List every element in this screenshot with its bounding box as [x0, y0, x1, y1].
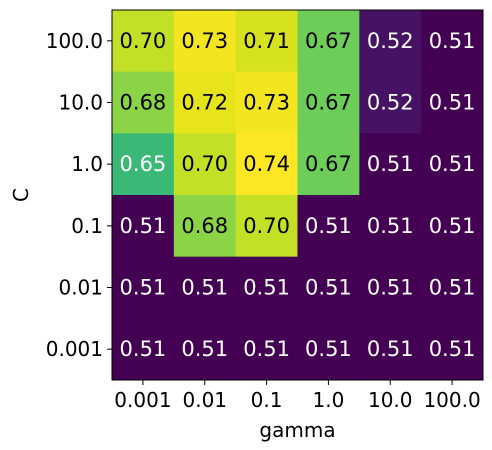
- heatmap-cell-label: 0.51: [181, 276, 228, 300]
- x-tick-label: 100.0: [423, 388, 480, 412]
- heatmap-cell-label: 0.68: [181, 214, 228, 238]
- y-tick-label: 100.0: [46, 29, 103, 53]
- heatmap-cell: [173, 256, 237, 319]
- heatmap-cell: [112, 318, 175, 381]
- heatmap-cell: [173, 10, 237, 73]
- heatmap-cell: [297, 71, 360, 134]
- heatmap-cell-label: 0.51: [429, 276, 476, 300]
- heatmap-cell: [112, 10, 175, 73]
- heatmap-cell: [359, 133, 422, 196]
- heatmap-cell: [173, 318, 237, 381]
- heatmap-cell: [359, 256, 422, 319]
- heatmap-cell: [112, 71, 175, 134]
- x-tick-label: 1.0: [313, 388, 345, 412]
- heatmap-cell-label: 0.51: [367, 276, 414, 300]
- heatmap-cell-label: 0.51: [120, 214, 167, 238]
- heatmap-cell: [421, 195, 484, 258]
- heatmap-cell: [235, 133, 298, 196]
- heatmap-cell-label: 0.51: [367, 337, 414, 361]
- heatmap-cell: [112, 256, 175, 319]
- x-axis-ticks: 0.001 0.01 0.1 1.0 10.0 100.0: [114, 380, 481, 412]
- x-tick-label: 0.01: [182, 388, 227, 412]
- heatmap-cell: [235, 195, 298, 258]
- heatmap-cell-label: 0.51: [429, 214, 476, 238]
- y-tick-label: 0.1: [71, 214, 103, 238]
- y-tick-label: 10.0: [58, 91, 103, 115]
- heatmap-cell: [297, 318, 360, 381]
- heatmap-cell-label: 0.51: [305, 337, 352, 361]
- heatmap-cell: [421, 133, 484, 196]
- heatmap-cell-label: 0.51: [429, 91, 476, 115]
- y-axis-ticks: 100.0 10.0 1.0 0.1 0.01 0.001: [46, 29, 112, 361]
- heatmap-cell-label: 0.67: [305, 29, 352, 53]
- heatmap-cell-label: 0.70: [120, 29, 167, 53]
- heatmap-cell-label: 0.51: [367, 214, 414, 238]
- heatmap-cell: [421, 71, 484, 134]
- heatmap-cell: [359, 195, 422, 258]
- heatmap-cell-label: 0.51: [429, 337, 476, 361]
- heatmap-cell-label: 0.52: [367, 91, 414, 115]
- x-tick-label: 0.001: [114, 388, 171, 412]
- heatmap-cell: [173, 195, 237, 258]
- heatmap-cell-label: 0.74: [243, 152, 290, 176]
- heatmap-cell-label: 0.51: [181, 337, 228, 361]
- heatmap-cell-label: 0.70: [243, 214, 290, 238]
- heatmap-cell-label: 0.51: [243, 337, 290, 361]
- y-axis-label: C: [9, 188, 33, 202]
- heatmap-cell-label: 0.67: [305, 91, 352, 115]
- x-axis-label: gamma: [259, 418, 335, 442]
- heatmap-cell: [235, 10, 298, 73]
- y-tick-label: 0.001: [46, 337, 103, 361]
- heatmap-cell-label: 0.52: [367, 29, 414, 53]
- heatmap-cell-label: 0.65: [120, 152, 167, 176]
- heatmap-cell-label: 0.51: [429, 29, 476, 53]
- heatmap-cell-label: 0.51: [243, 276, 290, 300]
- heatmap-cell: [297, 10, 360, 73]
- heatmap-cell: [235, 71, 298, 134]
- heatmap-cell-label: 0.70: [181, 152, 228, 176]
- heatmap-cell-label: 0.51: [120, 276, 167, 300]
- heatmap-cell-label: 0.51: [305, 276, 352, 300]
- x-tick-label: 10.0: [368, 388, 413, 412]
- heatmap-cell: [235, 318, 298, 381]
- heatmap-cell-label: 0.51: [120, 337, 167, 361]
- heatmap-cell: [359, 71, 422, 134]
- heatmap-cell: [297, 256, 360, 319]
- heatmap-cell: [112, 195, 175, 258]
- heatmap-cell: [421, 318, 484, 381]
- heatmap-cell-label: 0.67: [305, 152, 352, 176]
- heatmap-cell: [297, 195, 360, 258]
- heatmap-cell-label: 0.51: [429, 152, 476, 176]
- plot-frame: [111, 9, 484, 381]
- heatmap-cell: [297, 133, 360, 196]
- heatmap-cell-label: 0.51: [367, 152, 414, 176]
- x-tick-label: 0.1: [251, 388, 283, 412]
- heatmap-cell-label: 0.73: [181, 29, 228, 53]
- heatmap-cell: [173, 133, 237, 196]
- heatmap-cell: [235, 256, 298, 319]
- heatmap-cell-labels: 0.70 0.73 0.71 0.67 0.52 0.51 0.68 0.72 0.73 0.67…: [120, 29, 476, 361]
- heatmap-cell: [421, 256, 484, 319]
- y-tick-label: 1.0: [71, 152, 103, 176]
- heatmap-cell: [359, 318, 422, 381]
- heatmap-cell-label: 0.72: [181, 91, 228, 115]
- heatmap-cell: [421, 10, 484, 73]
- heatmap-cell-label: 0.68: [120, 91, 167, 115]
- heatmap-cell-label: 0.51: [305, 214, 352, 238]
- heatmap-cell: [173, 71, 237, 134]
- heatmap-cell-label: 0.71: [243, 29, 290, 53]
- heatmap-cell-label: 0.73: [243, 91, 290, 115]
- heatmap-cells: [112, 10, 484, 381]
- heatmap-cell: [359, 10, 422, 73]
- y-tick-label: 0.01: [58, 276, 103, 300]
- heatmap-cell: [112, 133, 175, 196]
